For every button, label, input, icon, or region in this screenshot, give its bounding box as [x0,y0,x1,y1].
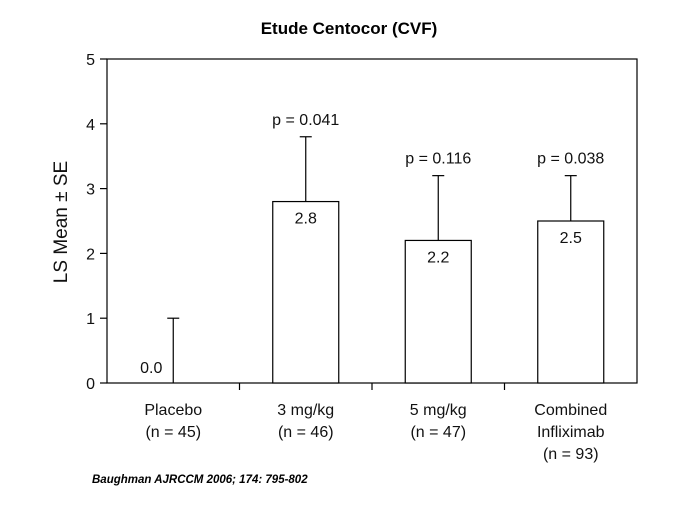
bar [537,220,605,384]
bar-value-label: 2.8 [295,211,317,228]
x-tick-label: 3 mg/kg [277,402,334,419]
bars-group: 0.0 2.8 p = 0.041 2.2 p = 0.116 2.5 p = 0.038 [140,112,605,384]
x-tick-label: (n = 45) [145,424,201,441]
bar [404,239,472,384]
x-axis: Placebo (n = 45) 3 mg/kg (n = 46) 5 mg/kg (n … [144,383,607,463]
x-tick-label: Combined [534,402,607,419]
y-axis: 0 1 2 3 4 5 [86,52,107,393]
bar-value-label: 2.2 [427,249,449,266]
y-tick-label: 0 [86,376,95,393]
y-tick-label: 1 [86,311,95,328]
x-tick-label: (n = 93) [543,446,599,463]
y-axis-label: LS Mean ± SE [51,161,72,283]
p-value-annotation: p = 0.041 [272,112,339,129]
p-value-annotation: p = 0.038 [537,151,604,168]
y-tick-label: 4 [86,117,95,134]
x-tick-label: Infliximab [537,424,605,441]
x-tick-label: (n = 47) [410,424,466,441]
x-tick-label: 5 mg/kg [410,402,467,419]
x-tick-label: (n = 46) [278,424,334,441]
bar [272,200,340,384]
citation: Baughman AJRCCM 2006; 174: 795-802 [92,474,308,486]
chart-title: Etude Centocor (CVF) [261,19,438,38]
bar-value-label: 2.5 [560,230,582,247]
x-tick-label: Placebo [144,402,202,419]
y-tick-label: 3 [86,182,95,199]
y-tick-label: 5 [86,52,95,69]
y-tick-label: 2 [86,246,95,263]
p-value-annotation: p = 0.116 [405,151,471,168]
bar-value-label: 0.0 [140,360,162,377]
